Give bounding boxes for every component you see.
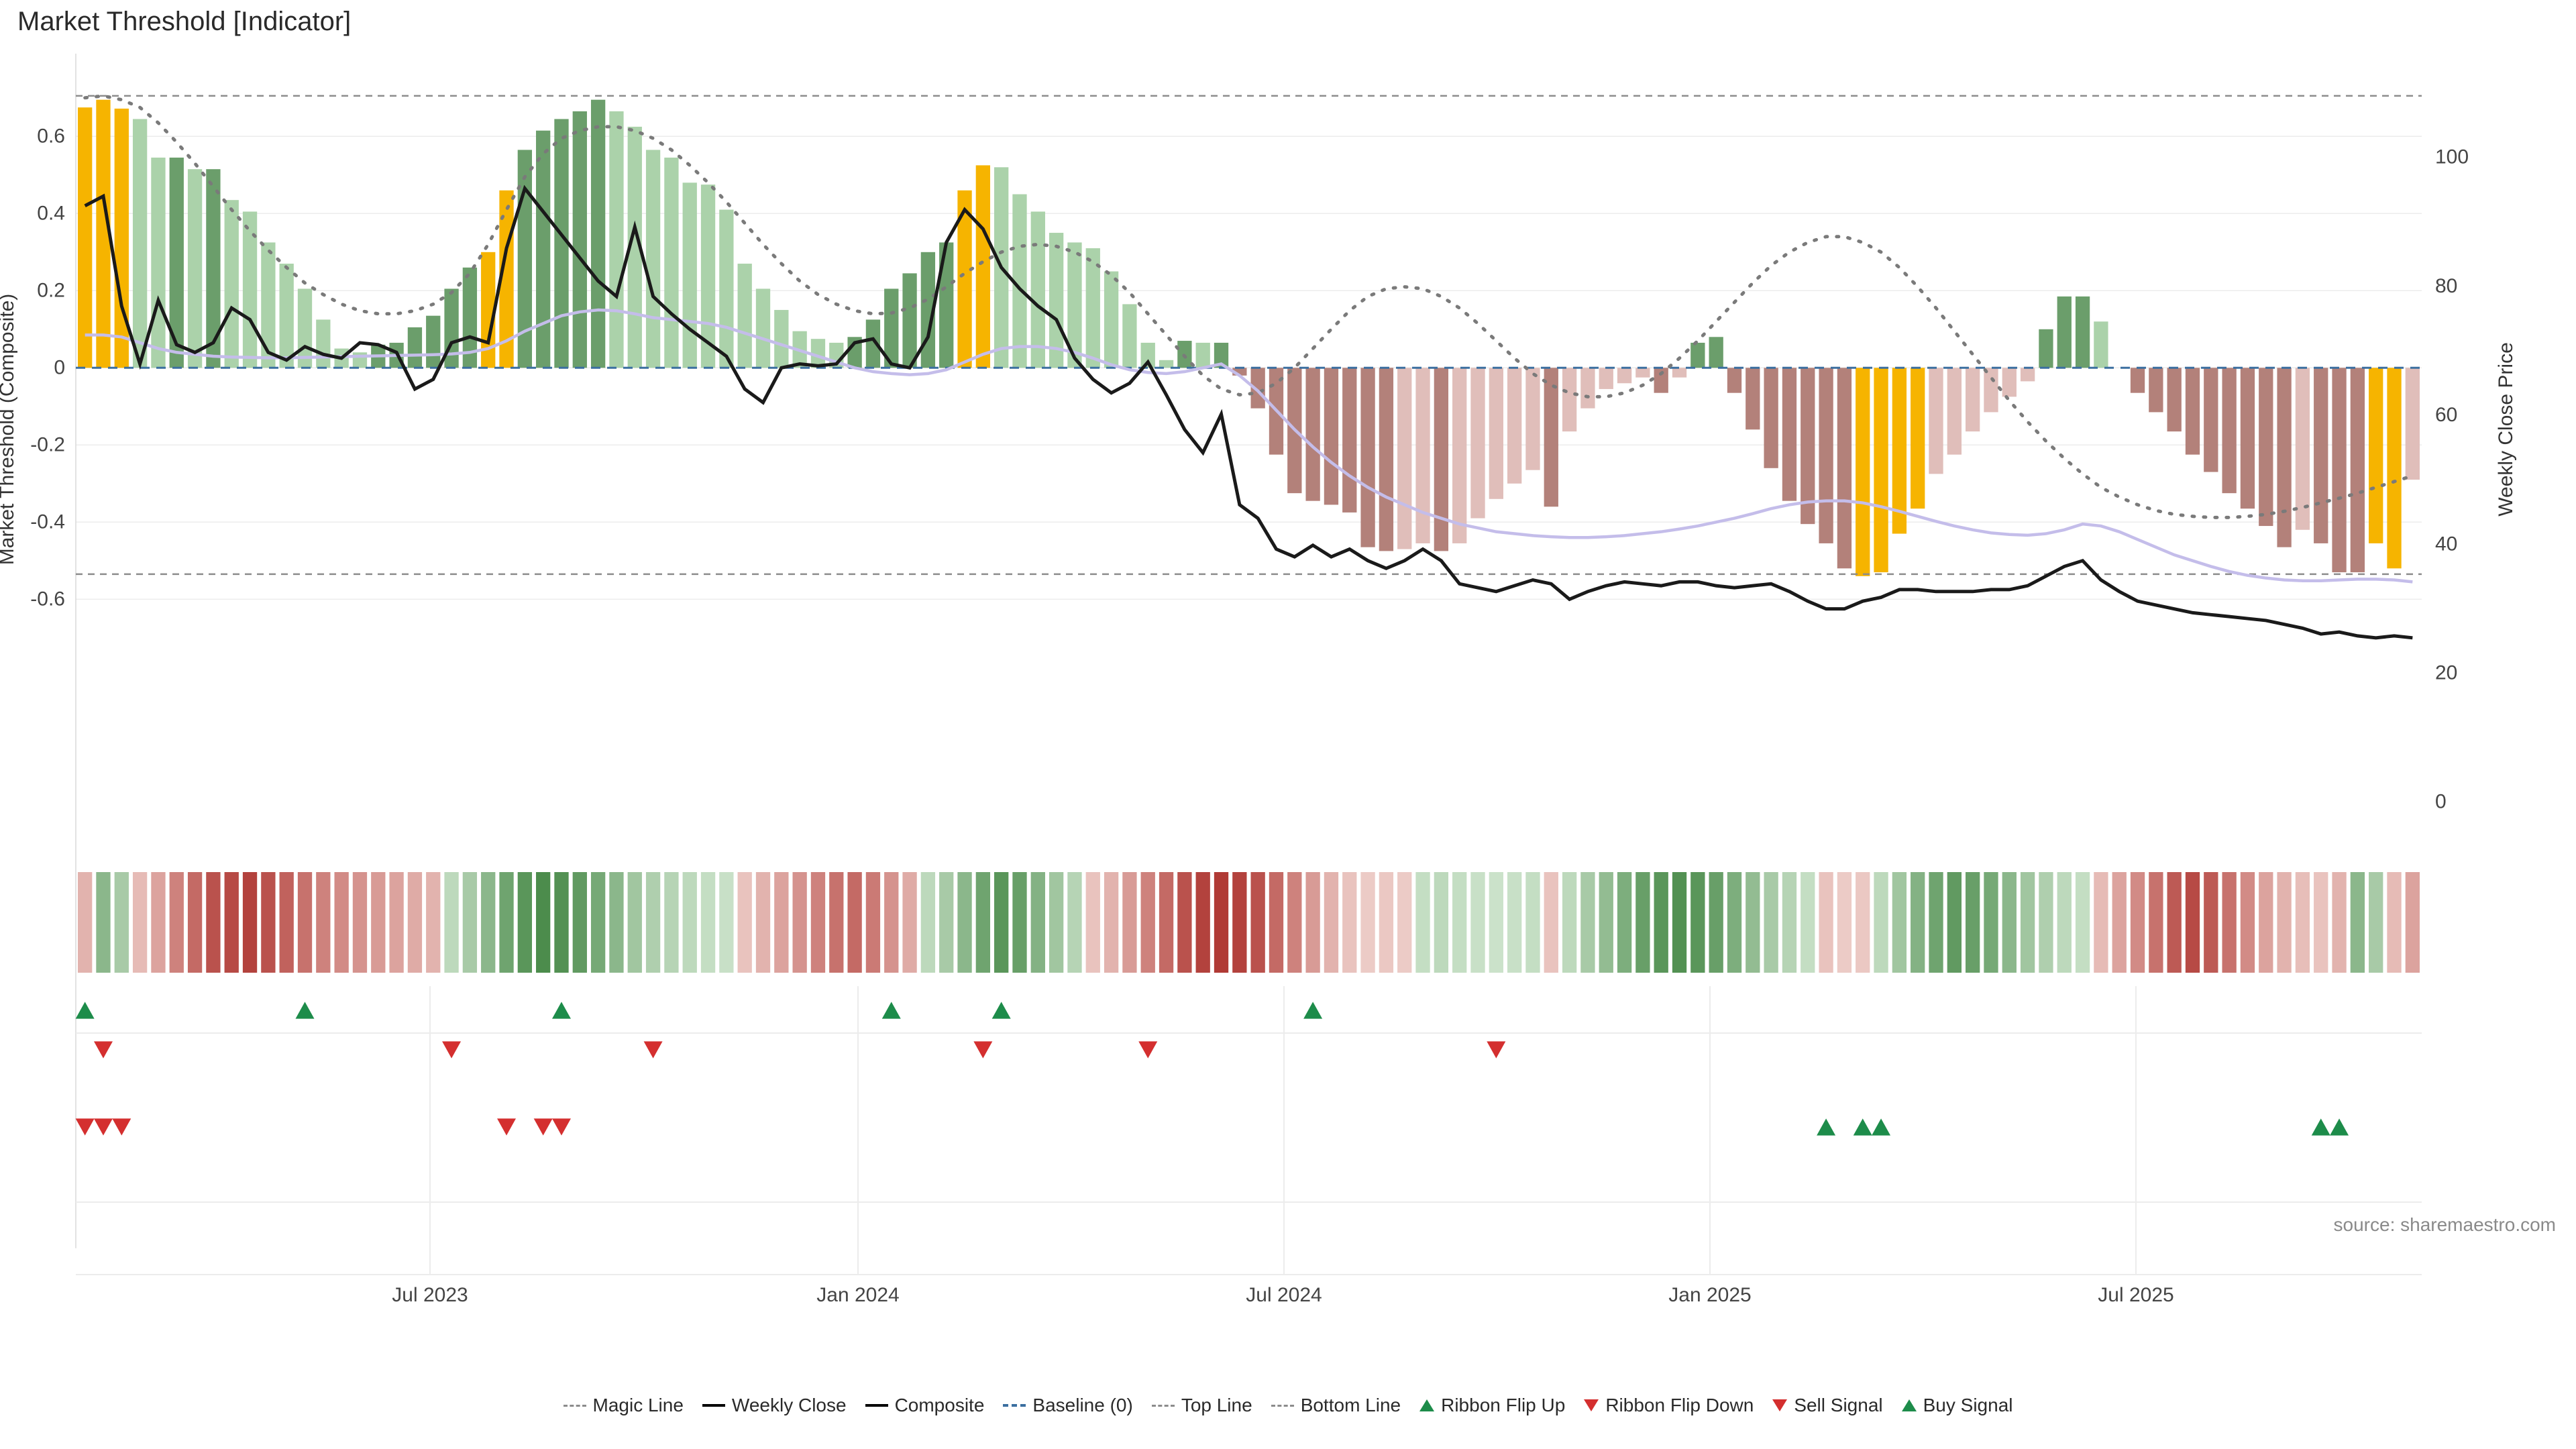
svg-text:-0.6: -0.6 (30, 588, 65, 610)
svg-text:-0.4: -0.4 (30, 511, 65, 533)
svg-text:Weekly Close Price: Weekly Close Price (2495, 342, 2517, 517)
svg-text:-0.2: -0.2 (30, 433, 65, 455)
svg-text:0: 0 (54, 356, 65, 378)
svg-text:Jul 2023: Jul 2023 (392, 1284, 468, 1306)
svg-text:80: 80 (2435, 275, 2457, 297)
svg-text:Market Threshold (Composite): Market Threshold (Composite) (0, 294, 18, 566)
svg-text:20: 20 (2435, 662, 2457, 684)
svg-text:40: 40 (2435, 533, 2457, 555)
svg-text:Jul 2025: Jul 2025 (2098, 1284, 2174, 1306)
svg-text:60: 60 (2435, 404, 2457, 426)
svg-text:0.2: 0.2 (37, 279, 65, 301)
svg-text:Jan 2025: Jan 2025 (1668, 1284, 1751, 1306)
svg-text:0: 0 (2435, 791, 2447, 813)
svg-text:0.4: 0.4 (37, 202, 65, 224)
svg-text:0.6: 0.6 (37, 125, 65, 147)
svg-text:Jul 2024: Jul 2024 (1246, 1284, 1322, 1306)
svg-text:Jan 2024: Jan 2024 (816, 1284, 899, 1306)
svg-text:100: 100 (2435, 146, 2469, 168)
